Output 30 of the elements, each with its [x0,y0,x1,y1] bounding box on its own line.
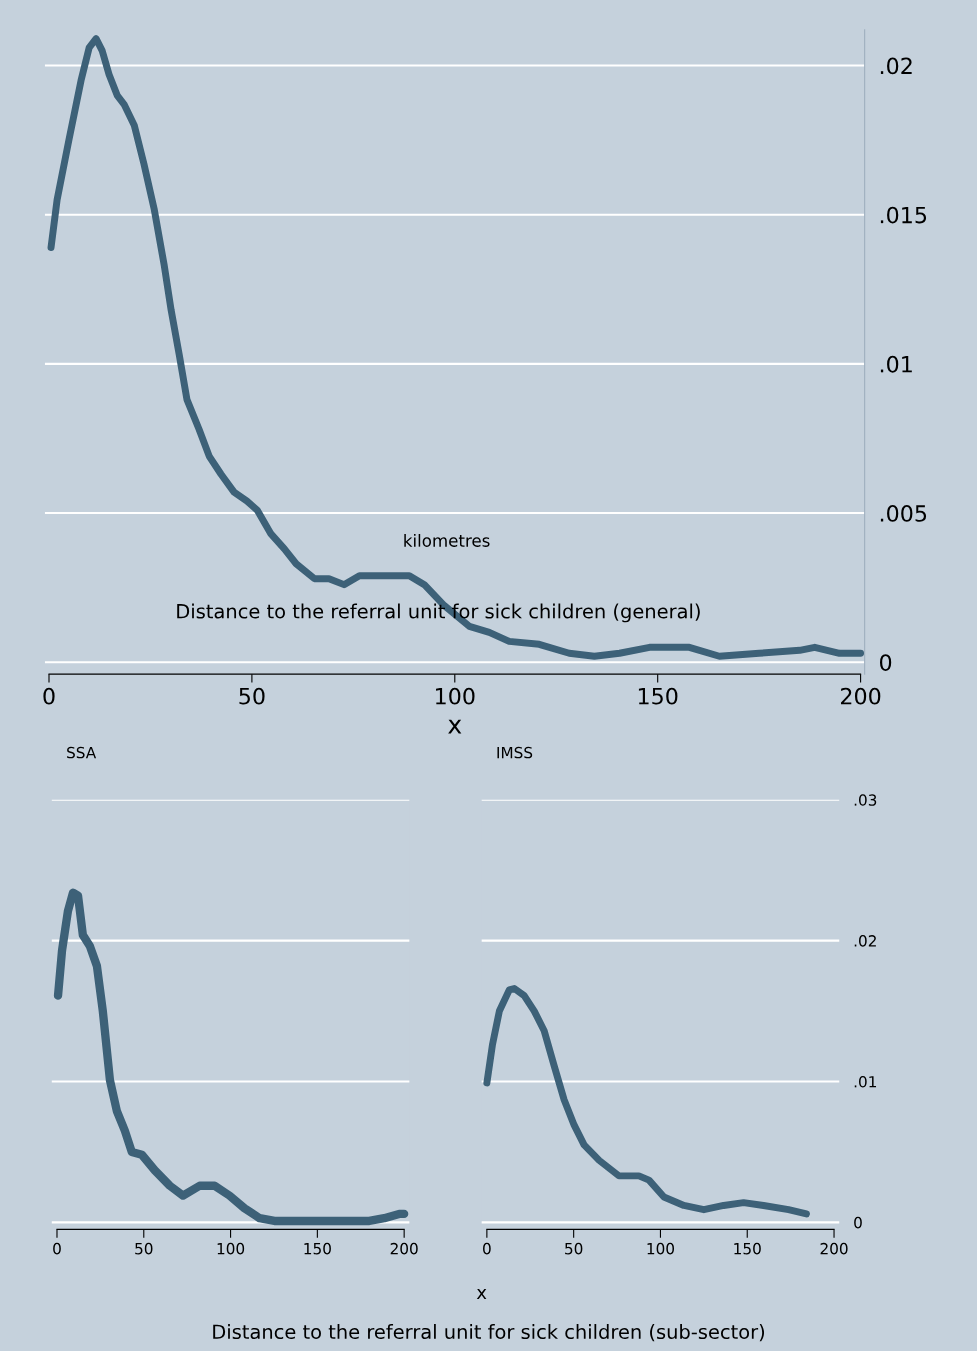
annotation: kilometres [404,533,490,547]
x-tick-label: 0 [483,1242,491,1255]
x-tick-label: 150 [638,687,678,705]
x-tick-label: 100 [647,1242,675,1255]
y-tick-label: .01 [880,355,912,373]
x-tick-label: 200 [390,1242,418,1255]
x-tick-label: 50 [565,1242,583,1255]
x-tick-label: 50 [239,687,265,705]
y-tick-label: .02 [854,935,876,947]
x-tick-label: 200 [820,1242,848,1255]
y-tick-label: .03 [854,794,877,806]
x-tick-label: 100 [436,687,475,705]
y-tick-label: .005 [880,504,927,522]
x-axis-title: x [448,719,462,734]
x-tick-label: 0 [43,687,55,705]
y-tick-label: 0 [880,654,892,671]
x-tick-label: 100 [217,1242,245,1255]
chart-title: SSA [67,746,97,759]
text: Distance to the referral unit for sick children (sub-sector) [213,1324,765,1342]
x-tick-label: 200 [841,687,881,705]
x-tick-label: 50 [135,1242,153,1255]
x-tick-label: 0 [53,1242,61,1255]
x-tick-label: 150 [304,1242,331,1255]
x-axis-title: x [476,1289,487,1299]
y-tick-label: .02 [880,57,912,75]
y-tick-label: 0 [854,1216,862,1229]
chart-title: IMSS [497,746,533,759]
x-tick-label: 150 [734,1242,761,1255]
y-tick-label: .01 [854,1075,877,1088]
y-tick-label: .015 [880,206,927,224]
